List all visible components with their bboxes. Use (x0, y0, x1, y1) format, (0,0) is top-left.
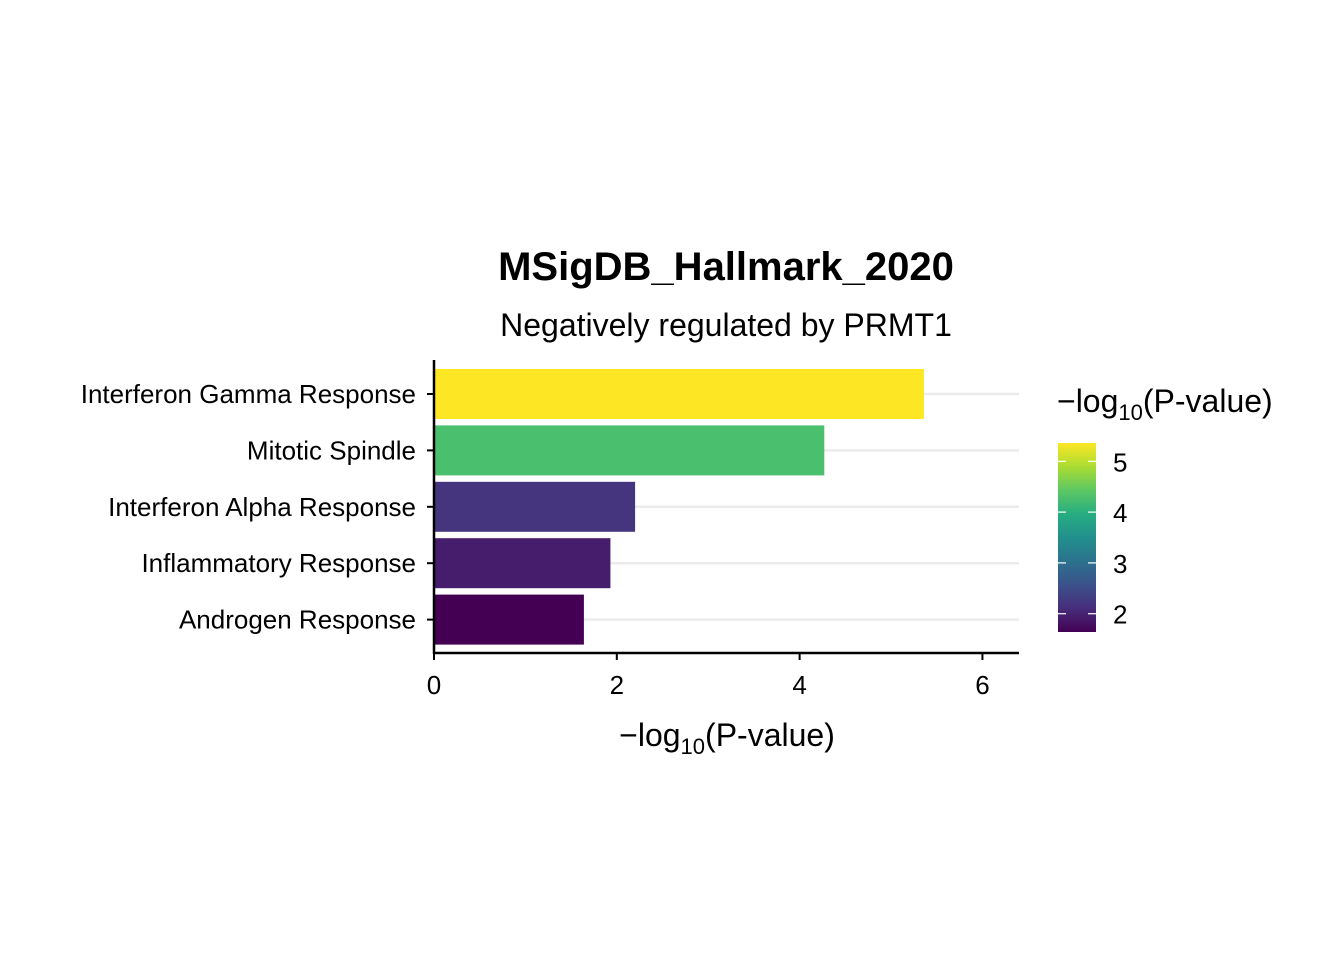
category-labels: Interferon Gamma Response Mitotic Spindle… (81, 379, 434, 635)
x-tick-label: 2 (610, 670, 624, 700)
x-tick-label: 4 (792, 670, 806, 700)
x-axis-title: −log10(P-value) (619, 717, 835, 759)
category-label: Mitotic Spindle (247, 435, 416, 465)
colorbar (1058, 443, 1096, 632)
x-tick-label: 6 (975, 670, 989, 700)
axes (432, 360, 1019, 655)
chart-title: MSigDB_Hallmark_2020 (498, 245, 954, 289)
category-label: Interferon Gamma Response (81, 379, 416, 409)
chart-subtitle: Negatively regulated by PRMT1 (500, 307, 952, 343)
x-tick-label: 0 (427, 670, 441, 700)
colorbar-label: 4 (1113, 498, 1127, 528)
bar (434, 538, 611, 589)
colorbar-label: 3 (1113, 549, 1127, 579)
category-label: Androgen Response (179, 605, 416, 635)
colorbar-label: 2 (1113, 600, 1127, 630)
bar (434, 594, 584, 645)
colorbar-label: 5 (1113, 447, 1127, 477)
bar (434, 481, 636, 532)
x-ticks: 0 2 4 6 (427, 653, 990, 700)
legend-title: −log10(P-value) (1057, 383, 1273, 425)
category-label: Inflammatory Response (141, 548, 416, 578)
category-label: Interferon Alpha Response (108, 492, 416, 522)
bar (434, 425, 825, 476)
bar (434, 369, 924, 419)
legend: −log10(P-value) 2 3 4 5 (1057, 383, 1273, 632)
bars (434, 369, 924, 645)
